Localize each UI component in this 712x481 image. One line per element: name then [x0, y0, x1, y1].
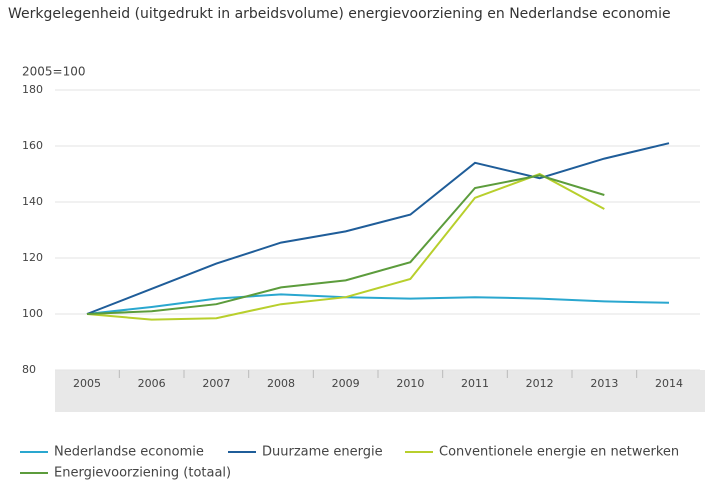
chart-title: Werkgelegenheid (uitgedrukt in arbeidsvo… — [8, 6, 671, 22]
y-tick-label: 120 — [22, 251, 43, 264]
x-tick-label: 2011 — [461, 377, 489, 390]
y-tick-label: 180 — [22, 83, 43, 96]
y-axis-label: 2005=100 — [22, 65, 86, 79]
x-tick-label: 2009 — [332, 377, 360, 390]
y-tick-label: 160 — [22, 139, 43, 152]
x-tick-label: 2014 — [655, 377, 683, 390]
legend-label: Energievoorziening (totaal) — [54, 466, 231, 481]
legend-label: Nederlandse economie — [54, 445, 204, 460]
series-line — [86, 142, 670, 315]
x-axis-band — [55, 370, 705, 412]
series-line — [86, 293, 670, 315]
y-tick-label: 100 — [22, 307, 43, 320]
y-tick-label: 80 — [22, 363, 36, 376]
x-tick-label: 2008 — [267, 377, 295, 390]
legend-label: Conventionele energie en netwerken — [439, 445, 679, 460]
series-line — [86, 174, 605, 315]
x-tick-label: 2012 — [526, 377, 554, 390]
x-tick-label: 2005 — [73, 377, 101, 390]
x-tick-label: 2010 — [396, 377, 424, 390]
x-tick-label: 2006 — [138, 377, 166, 390]
y-tick-label: 140 — [22, 195, 43, 208]
x-tick-label: 2007 — [202, 377, 230, 390]
series-line — [86, 172, 605, 321]
x-tick-label: 2013 — [590, 377, 618, 390]
legend-label: Duurzame energie — [262, 445, 383, 460]
